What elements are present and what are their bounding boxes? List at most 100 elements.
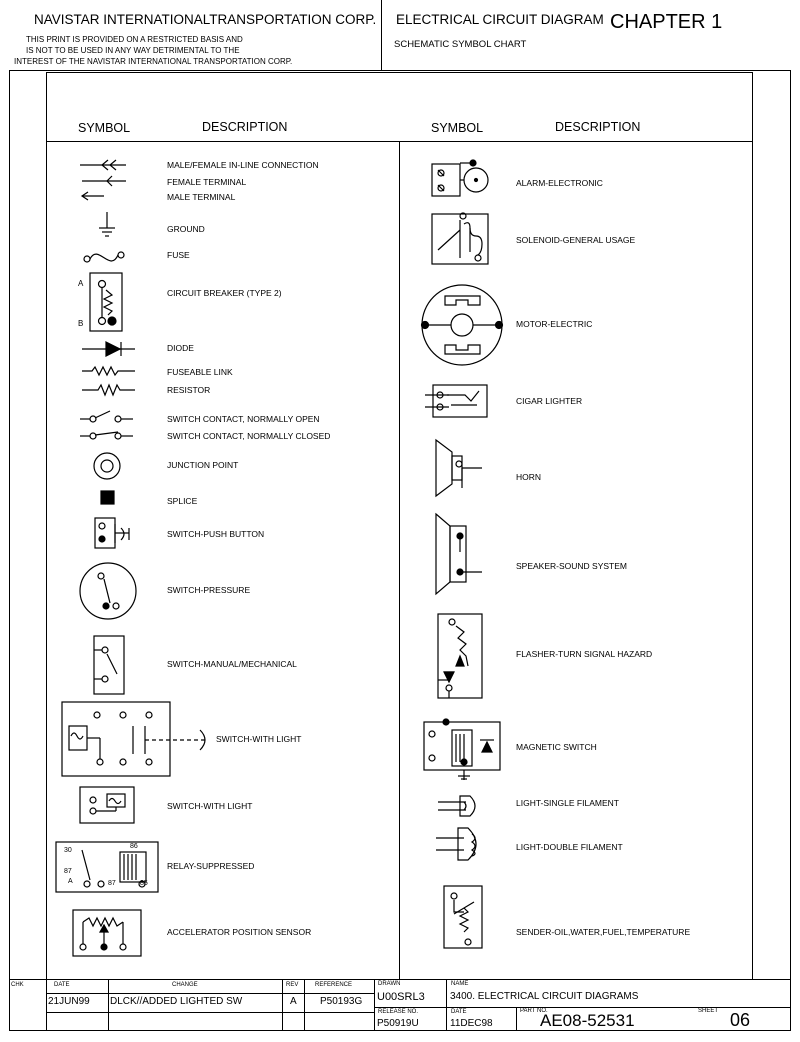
desc-light-double: LIGHT-DOUBLE FILAMENT bbox=[516, 842, 623, 852]
pressure-switch-icon bbox=[79, 562, 137, 620]
inline-connection-icon bbox=[80, 159, 126, 201]
right-symbol-heading: SYMBOL bbox=[431, 121, 484, 135]
notice-line-2: IS NOT TO BE USED IN ANY WAY DETRIMENTAL… bbox=[26, 46, 240, 55]
left-description-heading: DESCRIPTION bbox=[202, 120, 288, 134]
relay-pin-87: 87 bbox=[64, 868, 72, 875]
desc-switch-with-light-2: SWITCH-WITH LIGHT bbox=[167, 801, 253, 811]
solenoid-icon bbox=[431, 212, 489, 265]
tb-sheet-value: 06 bbox=[730, 1010, 751, 1030]
notice-line-3: INTEREST OF THE NAVISTAR INTERNATIONAL T… bbox=[14, 57, 293, 66]
switch-with-light-2-icon bbox=[79, 786, 135, 824]
relay-pin-87b: 87 bbox=[108, 880, 116, 887]
desc-circuit-breaker: CIRCUIT BREAKER (TYPE 2) bbox=[167, 288, 282, 298]
tb-date-label: DATE bbox=[54, 982, 70, 988]
tb-release-value: P50919U bbox=[377, 1018, 419, 1029]
relay-pin-a: A bbox=[68, 878, 73, 885]
tb-release-label: RELEASE NO. bbox=[378, 1009, 419, 1015]
tb-part-value: AE08-52531 bbox=[540, 1011, 635, 1030]
desc-switch-with-light-1: SWITCH-WITH LIGHT bbox=[216, 734, 302, 744]
alarm-electronic-icon bbox=[431, 159, 489, 197]
fuse-icon bbox=[83, 251, 125, 263]
diode-icon bbox=[82, 341, 135, 357]
cigar-lighter-icon bbox=[425, 384, 488, 418]
desc-alarm-electronic: ALARM-ELECTRONIC bbox=[516, 178, 603, 188]
desc-splice: SPLICE bbox=[167, 496, 198, 506]
relay-pin-30: 30 bbox=[64, 847, 72, 854]
notice-line-1: THIS PRINT IS PROVIDED ON A RESTRICTED B… bbox=[26, 35, 243, 44]
tb-drawn-label: DRAWN bbox=[378, 981, 401, 987]
desc-accelerator-sensor: ACCELERATOR POSITION SENSOR bbox=[167, 927, 312, 937]
desc-relay-suppressed: RELAY-SUPPRESSED bbox=[167, 861, 255, 871]
desc-junction-point: JUNCTION POINT bbox=[167, 460, 239, 470]
desc-sender: SENDER-OIL,WATER,FUEL,TEMPERATURE bbox=[516, 927, 691, 937]
splice-icon bbox=[100, 490, 115, 505]
desc-magnetic-switch: MAGNETIC SWITCH bbox=[516, 742, 597, 752]
desc-motor-electric: MOTOR-ELECTRIC bbox=[516, 319, 593, 329]
sender-icon bbox=[443, 885, 483, 949]
desc-light-single: LIGHT-SINGLE FILAMENT bbox=[516, 798, 619, 808]
chapter-label: CHAPTER 1 bbox=[610, 11, 723, 33]
relay-pin-86: 86 bbox=[130, 843, 138, 850]
light-double-filament-icon bbox=[436, 827, 477, 861]
desc-fuse: FUSE bbox=[167, 250, 190, 260]
tb-rev-label: REV bbox=[286, 982, 299, 988]
company-name: NAVISTAR INTERNATIONALTRANSPORTATION COR… bbox=[34, 12, 377, 27]
tb-name-label: NAME bbox=[451, 981, 469, 987]
desc-ground: GROUND bbox=[167, 224, 205, 234]
manual-switch-icon bbox=[93, 635, 125, 695]
right-description-heading: DESCRIPTION bbox=[555, 120, 641, 134]
tb-reference-value: P50193G bbox=[320, 996, 363, 1007]
desc-cigar-lighter: CIGAR LIGHTER bbox=[516, 396, 583, 406]
document-subtitle: SCHEMATIC SYMBOL CHART bbox=[394, 39, 527, 50]
document-title: ELECTRICAL CIRCUIT DIAGRAM bbox=[396, 12, 604, 27]
desc-switch-push-button: SWITCH-PUSH BUTTON bbox=[167, 529, 265, 539]
tb-date2-value: 11DEC98 bbox=[450, 1018, 493, 1029]
switch-open-icon bbox=[80, 410, 133, 423]
desc-inline-connection: MALE/FEMALE IN-LINE CONNECTION bbox=[167, 160, 319, 170]
tb-change-label: CHANGE bbox=[172, 982, 198, 988]
tb-sheet-label: SHEET bbox=[698, 1008, 719, 1014]
tb-chk-label: CHK bbox=[11, 982, 24, 988]
desc-speaker: SPEAKER-SOUND SYSTEM bbox=[516, 561, 627, 571]
horn-icon bbox=[435, 438, 482, 498]
switch-with-light-icon bbox=[61, 701, 206, 777]
tb-reference-label: REFERENCE bbox=[315, 982, 353, 988]
junction-point-icon bbox=[93, 452, 121, 480]
flasher-icon bbox=[437, 613, 483, 699]
speaker-icon bbox=[435, 512, 482, 596]
desc-horn: HORN bbox=[516, 472, 542, 482]
desc-switch-closed: SWITCH CONTACT, NORMALLY CLOSED bbox=[167, 431, 331, 441]
ground-icon bbox=[99, 212, 115, 237]
desc-switch-manual: SWITCH-MANUAL/MECHANICAL bbox=[167, 659, 297, 669]
accelerator-sensor-icon bbox=[72, 909, 142, 957]
motor-electric-icon bbox=[420, 284, 504, 366]
cb-terminal-a: A bbox=[78, 279, 84, 288]
fuseable-link-icon bbox=[82, 365, 135, 377]
tb-name-value: 3400. ELECTRICAL CIRCUIT DIAGRAMS bbox=[450, 991, 639, 1002]
desc-flasher: FLASHER-TURN SIGNAL HAZARD bbox=[516, 649, 653, 659]
desc-male-terminal: MALE TERMINAL bbox=[167, 192, 236, 202]
light-single-filament-icon bbox=[438, 795, 476, 817]
left-symbol-heading: SYMBOL bbox=[78, 121, 131, 135]
resistor-icon bbox=[82, 383, 135, 397]
tb-rev-value: A bbox=[290, 996, 297, 1007]
desc-female-terminal: FEMALE TERMINAL bbox=[167, 177, 247, 187]
switch-closed-icon bbox=[80, 431, 133, 440]
desc-solenoid: SOLENOID-GENERAL USAGE bbox=[516, 235, 636, 245]
cb-terminal-b: B bbox=[78, 319, 84, 328]
desc-resistor: RESISTOR bbox=[167, 385, 211, 395]
tb-date-value: 21JUN99 bbox=[48, 996, 90, 1007]
desc-diode: DIODE bbox=[167, 343, 194, 353]
desc-switch-open: SWITCH CONTACT, NORMALLY OPEN bbox=[167, 414, 320, 424]
tb-date2-label: DATE bbox=[451, 1009, 467, 1015]
tb-drawn-value: U00SRL3 bbox=[377, 991, 425, 1003]
tb-part-label: PART NO. bbox=[520, 1008, 548, 1014]
desc-fuseable-link: FUSEABLE LINK bbox=[167, 367, 233, 377]
push-button-switch-icon bbox=[94, 517, 130, 549]
relay-pin-85: 85 bbox=[140, 880, 148, 887]
magnetic-switch-icon bbox=[423, 718, 501, 780]
relay-suppressed-icon bbox=[55, 841, 159, 893]
circuit-breaker-icon bbox=[89, 272, 123, 332]
tb-change-value: DLCK//ADDED LIGHTED SW bbox=[110, 996, 243, 1007]
desc-switch-pressure: SWITCH-PRESSURE bbox=[167, 585, 251, 595]
